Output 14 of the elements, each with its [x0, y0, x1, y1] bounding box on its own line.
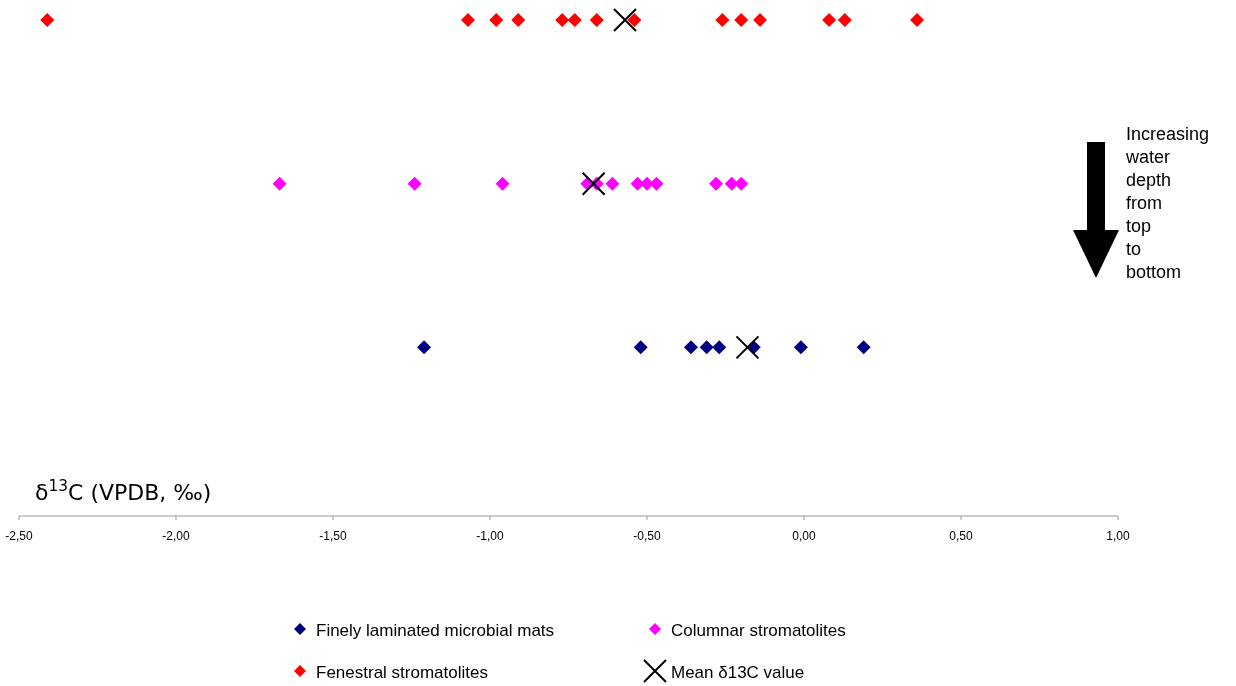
legend-label: Fenestral stromatolites — [316, 663, 488, 682]
x-tick-label: -1,00 — [476, 529, 504, 543]
legend-label: Columnar stromatolites — [671, 621, 846, 640]
x-tick-label: -1,50 — [319, 529, 347, 543]
x-tick-label: 0,00 — [792, 529, 816, 543]
x-axis-title: δ$^{13}$C (VPDB, ‰) — [35, 477, 212, 505]
x-tick-label: -2,50 — [5, 529, 33, 543]
legend-label: Mean δ13C value — [671, 663, 805, 682]
x-tick-label: -0,50 — [633, 529, 661, 543]
x-tick-label: -2,00 — [162, 529, 190, 543]
legend-label: Finely laminated microbial mats — [316, 621, 555, 640]
text: Increasing water depth from top to bottom — [1125, 124, 1210, 282]
x-tick-label: 0,50 — [949, 529, 973, 543]
x-tick-label: 1,00 — [1106, 529, 1130, 543]
